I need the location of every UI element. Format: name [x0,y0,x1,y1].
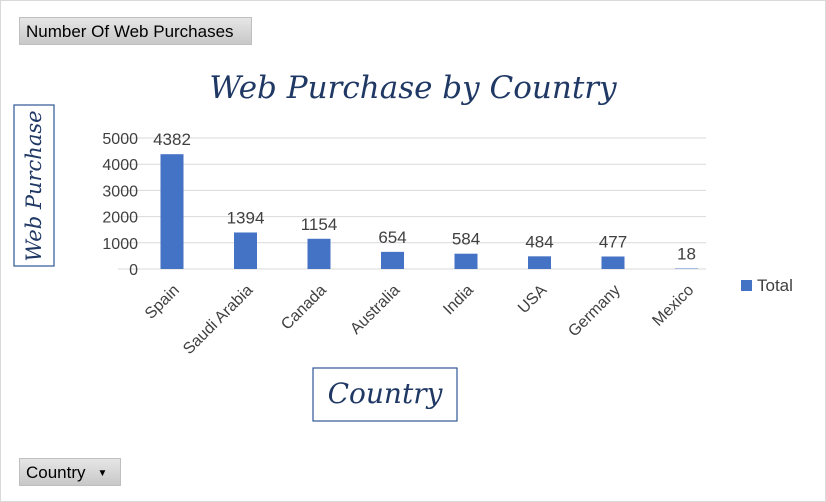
axis-field-button[interactable]: Country ▼ [19,458,121,486]
data-label: 1154 [301,215,338,234]
x-tick-label: Mexico [649,282,697,330]
bar-spain[interactable] [161,154,184,269]
y-tick-label: 4000 [102,157,138,174]
legend-swatch-total [741,280,752,291]
y-tick-label: 3000 [102,183,138,200]
x-tick-label: Saudi Arabia [180,282,256,358]
legend-label-total: Total [757,276,793,295]
data-label: 584 [452,230,480,249]
data-label: 18 [677,245,696,264]
x-tick-label: Spain [142,282,183,323]
legend[interactable]: Total [741,276,793,295]
x-axis-title: Country [328,377,444,410]
x-tick-label: Canada [278,282,330,334]
y-tick-label: 2000 [102,210,138,227]
data-label: 477 [599,233,627,252]
x-tick-label: India [440,282,477,319]
bar-australia[interactable] [381,252,404,269]
x-tick-label: USA [515,282,551,318]
bar-saudi-arabia[interactable] [234,232,257,269]
y-axis-title: Web Purchase [22,110,46,261]
bar-india[interactable] [455,254,478,269]
y-tick-label: 5000 [102,131,138,148]
data-label: 484 [525,232,553,251]
x-tick-label: Germany [565,282,624,341]
bar-germany[interactable] [602,257,625,269]
y-tick-label: 0 [129,262,138,279]
dropdown-arrow-icon[interactable]: ▼ [98,468,108,479]
x-tick-label: Australia [347,282,403,338]
data-label: 1394 [227,208,265,227]
chart-title: Web Purchase by Country [209,70,617,106]
y-axis-ticks: 0 1000 2000 3000 4000 5000 [102,131,138,279]
data-label: 4382 [153,130,191,149]
axis-field-label: Country [26,463,86,482]
data-label: 654 [378,228,406,247]
bar-usa[interactable] [528,256,551,269]
bar-chart: Web Purchase by Country Web Purchase Cou… [1,1,825,441]
bar-canada[interactable] [308,239,331,269]
y-tick-label: 1000 [102,236,138,253]
